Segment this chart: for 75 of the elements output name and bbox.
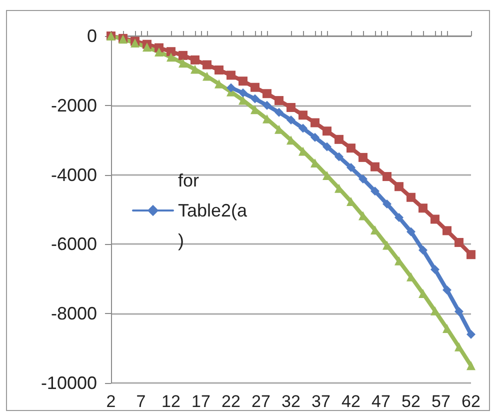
point bbox=[346, 163, 356, 172]
point bbox=[454, 307, 464, 316]
point bbox=[178, 50, 188, 60]
point bbox=[358, 174, 368, 184]
point bbox=[406, 192, 416, 202]
point bbox=[382, 199, 392, 208]
y-tick-label: -6000 bbox=[50, 234, 97, 254]
point bbox=[142, 42, 152, 52]
x-tick-label: 27 bbox=[252, 392, 270, 411]
point bbox=[466, 361, 476, 370]
point bbox=[190, 55, 200, 64]
y-tick-label: -4000 bbox=[50, 164, 97, 185]
point bbox=[370, 162, 380, 172]
point bbox=[250, 82, 260, 92]
point bbox=[286, 115, 296, 124]
point bbox=[466, 250, 476, 260]
point bbox=[310, 118, 320, 128]
point bbox=[274, 96, 284, 106]
y-tick-label: -2000 bbox=[50, 95, 97, 116]
point bbox=[466, 330, 476, 339]
point bbox=[214, 66, 224, 75]
point bbox=[334, 152, 344, 162]
point bbox=[214, 79, 224, 88]
x-tick-label: 7 bbox=[136, 392, 146, 411]
y-tick-label: 0 bbox=[86, 26, 97, 46]
point bbox=[262, 89, 272, 98]
point bbox=[370, 186, 380, 196]
x-tick-label: 2 bbox=[106, 392, 116, 411]
point bbox=[262, 100, 272, 110]
point bbox=[274, 108, 284, 117]
point bbox=[406, 227, 416, 236]
y-tick-label: -8000 bbox=[50, 304, 97, 324]
x-tick-label: 17 bbox=[192, 392, 210, 411]
point bbox=[322, 142, 332, 152]
point bbox=[190, 64, 200, 74]
point bbox=[178, 58, 188, 68]
point bbox=[298, 124, 308, 133]
point bbox=[226, 70, 236, 80]
x-tick-label: 22 bbox=[222, 392, 240, 411]
point bbox=[202, 60, 212, 70]
x-tick-label: 12 bbox=[162, 392, 180, 411]
x-tick-label: 32 bbox=[282, 392, 300, 411]
point bbox=[154, 47, 164, 56]
x-tick-label: 57 bbox=[432, 392, 450, 411]
point bbox=[298, 110, 308, 120]
point bbox=[286, 102, 296, 112]
point bbox=[382, 172, 392, 182]
point bbox=[418, 246, 428, 255]
point bbox=[166, 52, 176, 62]
point bbox=[250, 94, 260, 104]
x-tick-label: 62 bbox=[462, 392, 480, 411]
x-tick-label: 47 bbox=[372, 392, 390, 411]
point bbox=[358, 152, 368, 162]
legend-label: for Table2(a) bbox=[178, 170, 248, 250]
point bbox=[334, 134, 344, 144]
point bbox=[394, 212, 404, 222]
point bbox=[238, 76, 248, 86]
point bbox=[346, 144, 356, 153]
point bbox=[418, 204, 428, 213]
point bbox=[322, 126, 332, 136]
point bbox=[442, 286, 452, 295]
y-tick-label: -10000 bbox=[40, 373, 97, 393]
point bbox=[226, 83, 236, 92]
point bbox=[238, 88, 248, 98]
point bbox=[202, 72, 212, 81]
point bbox=[454, 238, 464, 247]
x-tick-label: 42 bbox=[342, 392, 360, 411]
point bbox=[310, 132, 320, 142]
point bbox=[430, 214, 440, 224]
x-tick-label: 37 bbox=[312, 392, 330, 411]
point bbox=[442, 226, 452, 236]
x-tick-label: 52 bbox=[402, 392, 420, 411]
point bbox=[430, 265, 440, 274]
point bbox=[166, 47, 176, 56]
point bbox=[394, 182, 404, 192]
